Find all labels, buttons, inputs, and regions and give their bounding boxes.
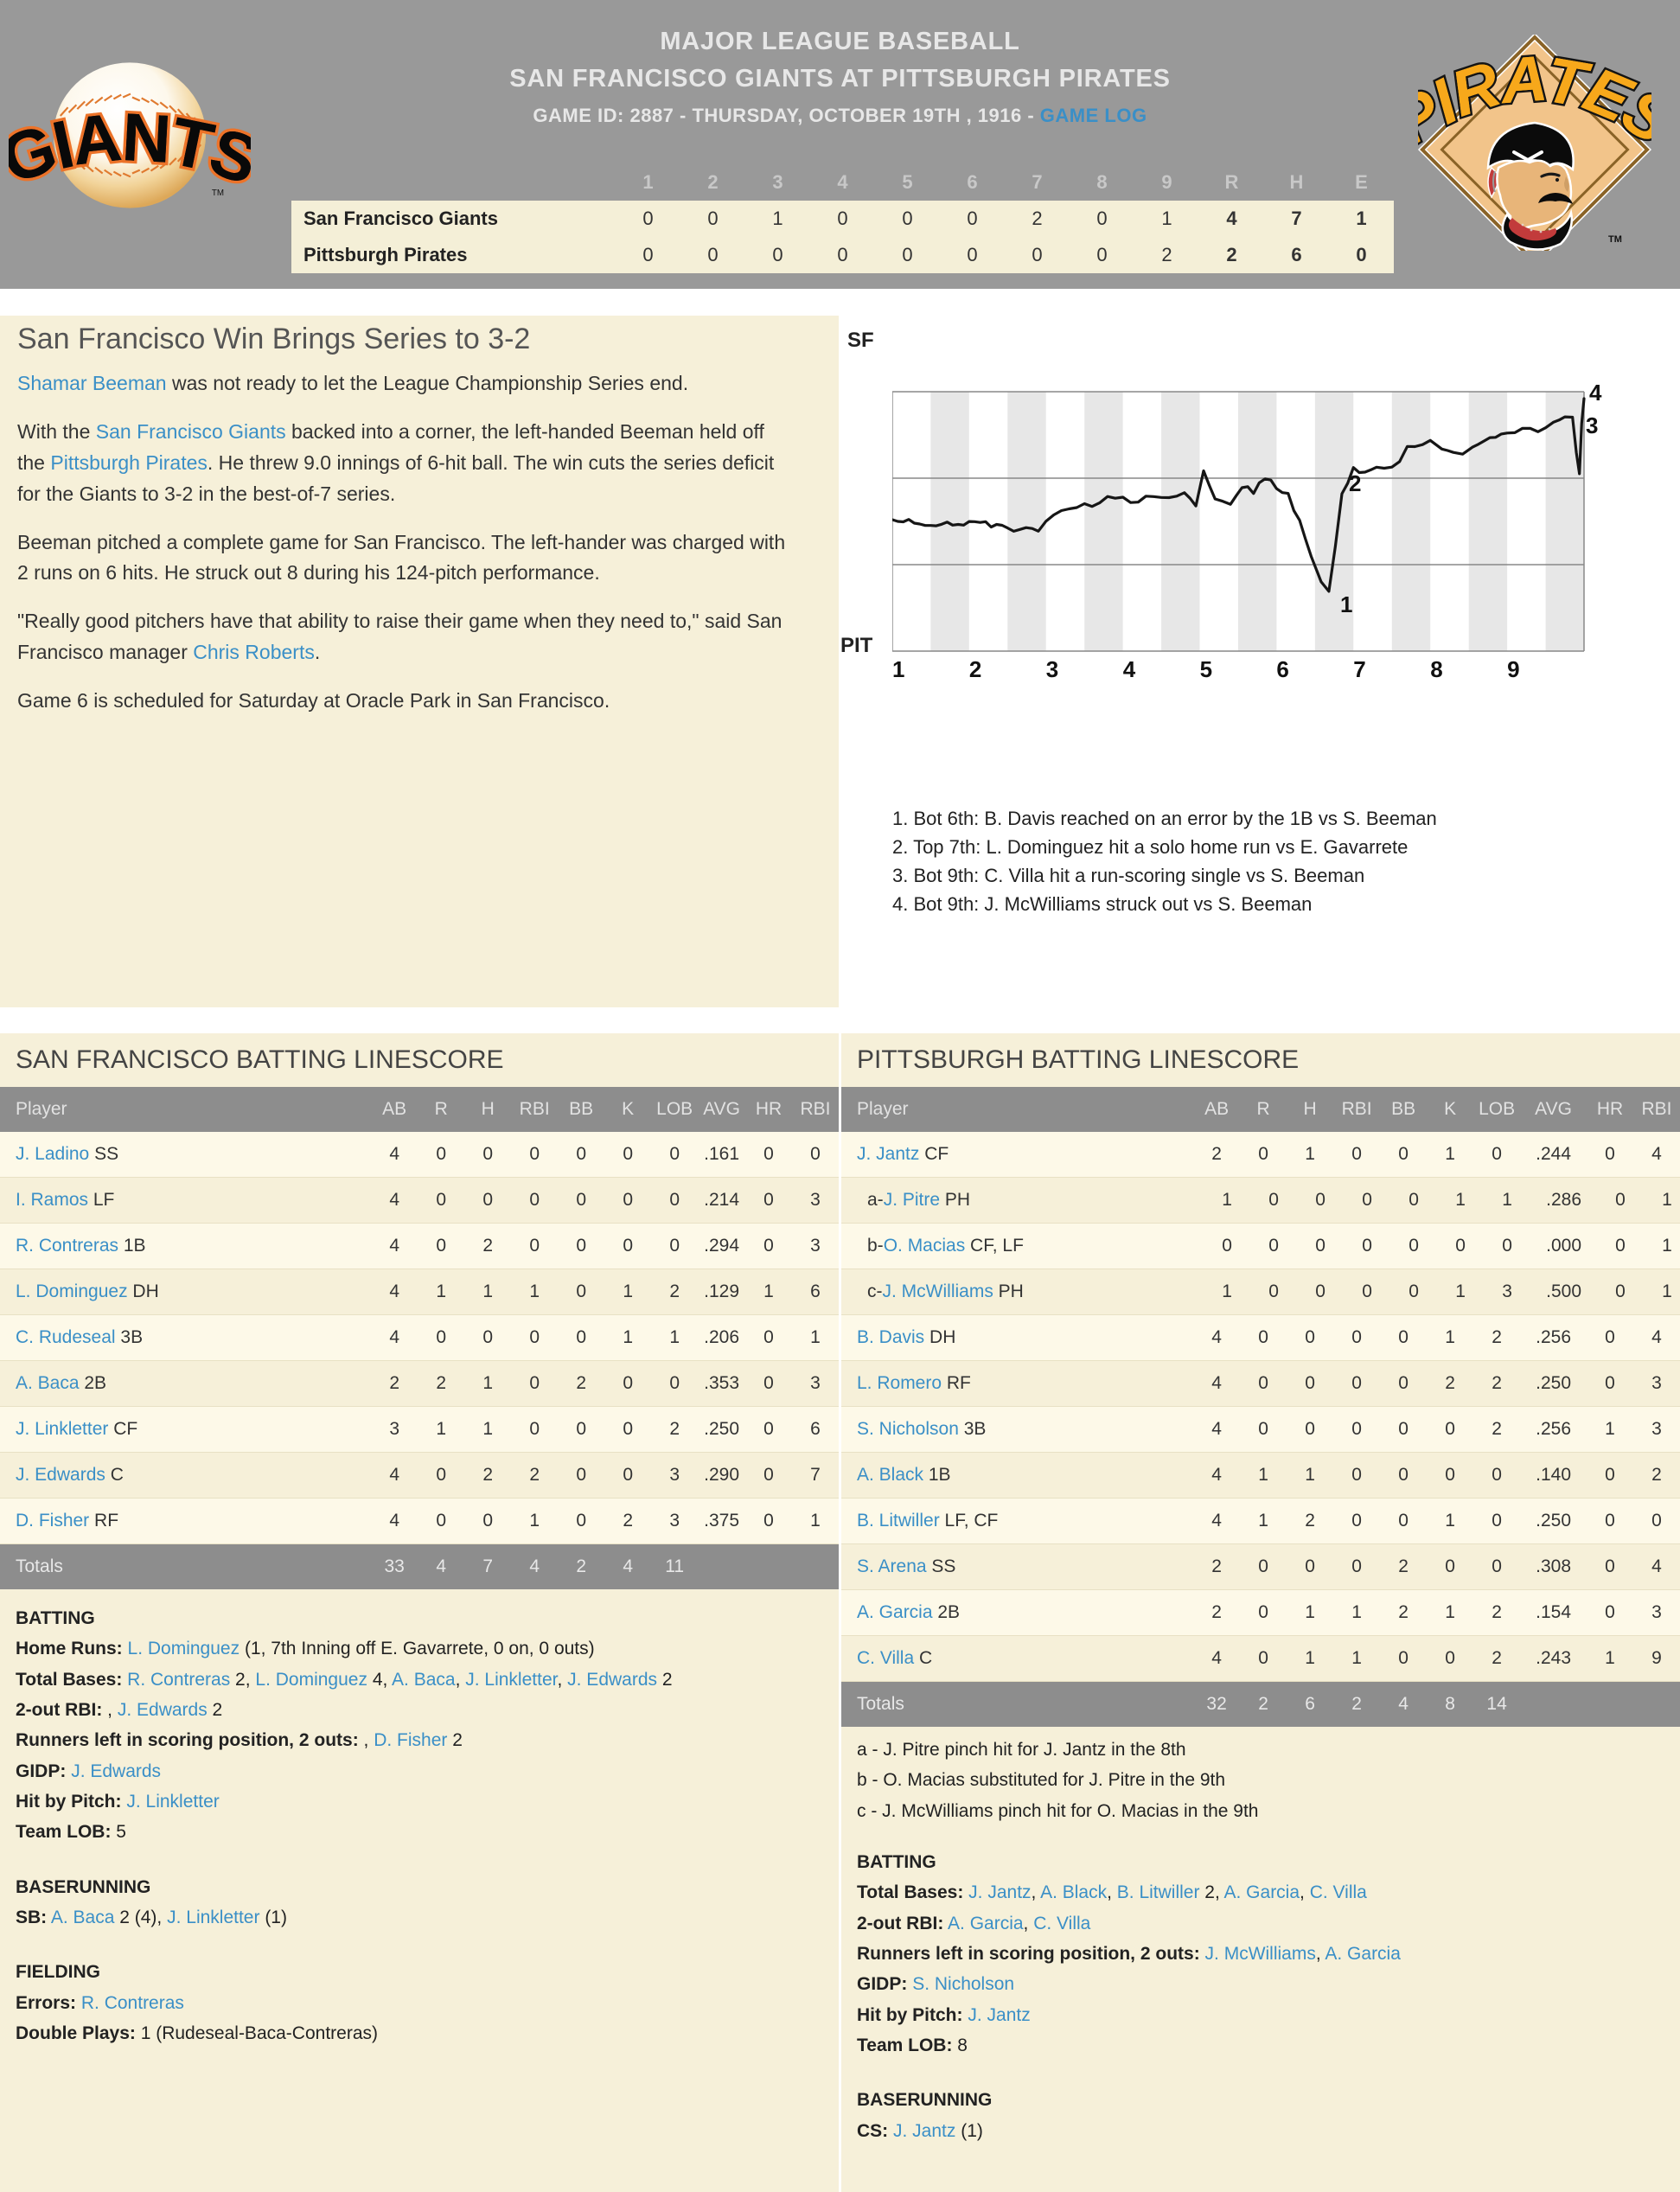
svg-text:3: 3	[1046, 656, 1058, 682]
svg-text:2: 2	[969, 656, 981, 682]
svg-text:4: 4	[1123, 656, 1136, 682]
svg-text:1: 1	[892, 656, 904, 682]
svg-text:1: 1	[1340, 591, 1352, 617]
svg-text:4: 4	[1589, 380, 1602, 406]
svg-text:5: 5	[1200, 656, 1212, 682]
svg-text:TM: TM	[1608, 234, 1622, 245]
svg-text:6: 6	[1276, 656, 1288, 682]
svg-text:9: 9	[1507, 656, 1519, 682]
svg-text:TM: TM	[212, 189, 224, 198]
svg-text:3: 3	[1586, 412, 1598, 438]
svg-text:2: 2	[1349, 470, 1361, 496]
svg-text:7: 7	[1353, 656, 1365, 682]
svg-text:8: 8	[1430, 656, 1442, 682]
